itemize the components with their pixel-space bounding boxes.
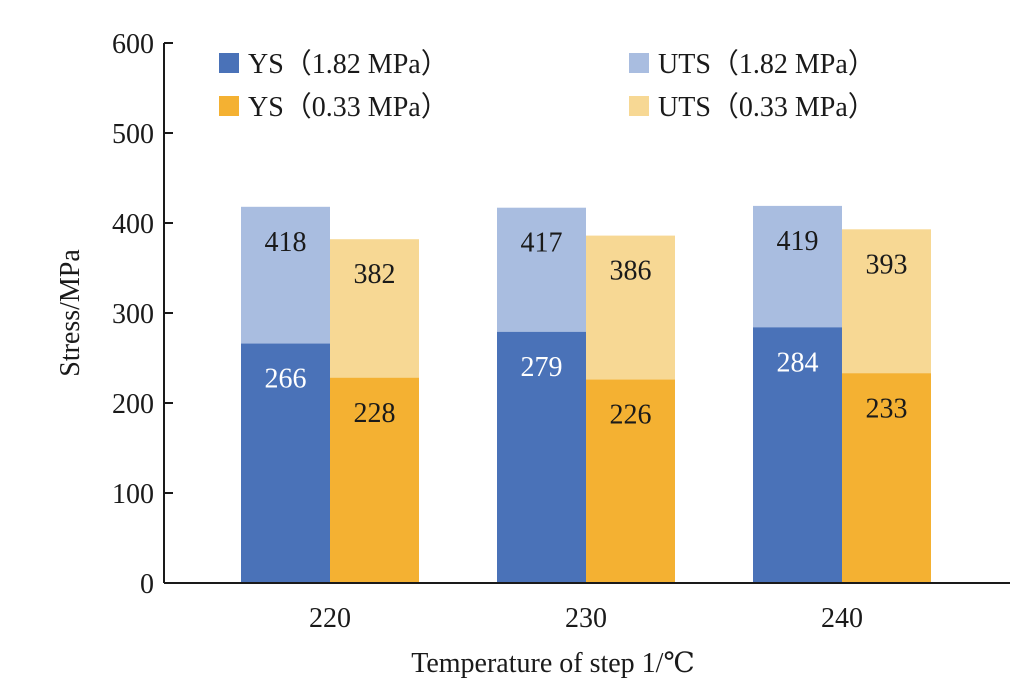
data-label-ys: 226	[610, 400, 652, 431]
bars-layer: 418 266 382 228 417 279 386 226 419 284 393 233	[241, 205, 931, 584]
bar-ys	[330, 377, 419, 583]
y-tick-label: 600	[112, 29, 154, 60]
data-label-ys: 266	[265, 364, 307, 395]
bar-ys	[497, 331, 586, 583]
data-label-ys: 233	[866, 393, 908, 424]
y-tick-label: 300	[112, 299, 154, 330]
y-tick-label: 0	[140, 569, 154, 600]
bar-ys	[842, 373, 931, 583]
data-label-uts: 386	[610, 256, 652, 287]
legend-swatch	[219, 96, 239, 116]
bar-ys	[241, 343, 330, 583]
legend-swatch	[219, 53, 239, 73]
legend-label: YS（0.33 MPa）	[248, 91, 449, 123]
data-label-uts: 418	[265, 227, 307, 258]
y-tick-label: 200	[112, 389, 154, 420]
bar-ys	[753, 327, 842, 583]
y-axis-title: Stress/MPa	[55, 249, 86, 377]
axes-layer: 0 100 200 300 400 500 600 220 230 240	[112, 29, 1010, 634]
data-label-ys: 279	[521, 352, 563, 383]
x-tick-label: 240	[821, 603, 863, 634]
y-tick-label: 400	[112, 209, 154, 240]
data-label-ys: 228	[354, 398, 396, 429]
legend-swatch	[629, 53, 649, 73]
data-label-uts: 393	[866, 249, 908, 280]
bar-ys	[586, 379, 675, 583]
data-label-ys: 284	[777, 347, 819, 378]
legend-label: YS（1.82 MPa）	[248, 48, 449, 80]
x-axis-title: Temperature of step 1/℃	[411, 648, 695, 679]
data-label-uts: 417	[521, 228, 563, 259]
x-tick-label: 230	[565, 603, 607, 634]
y-tick-label: 100	[112, 479, 154, 510]
x-tick-label: 220	[309, 603, 351, 634]
data-label-uts: 382	[354, 259, 396, 290]
legend-label: UTS（1.82 MPa）	[658, 48, 876, 80]
legend-swatch	[629, 96, 649, 116]
y-tick-label: 500	[112, 119, 154, 150]
legend: YS（1.82 MPa） UTS（1.82 MPa） YS（0.33 MPa） UTS…	[219, 48, 876, 123]
legend-label: UTS（0.33 MPa）	[658, 91, 876, 123]
data-label-uts: 419	[777, 226, 819, 257]
